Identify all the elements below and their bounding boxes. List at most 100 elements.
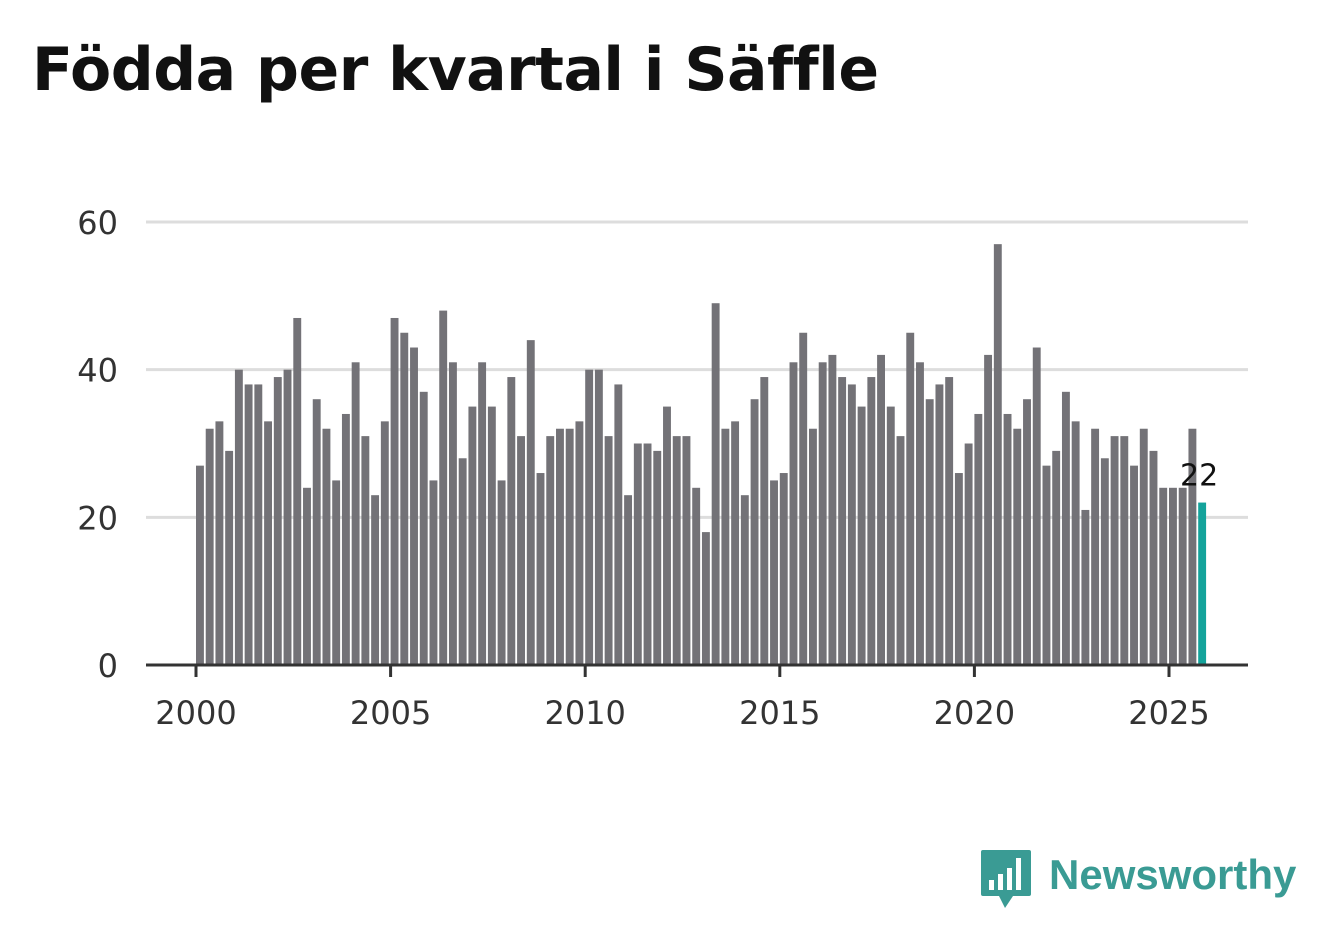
bar (303, 487, 311, 665)
bar (361, 436, 370, 665)
bar (731, 421, 740, 665)
bar (867, 377, 876, 665)
x-tick-label: 2000 (155, 694, 236, 732)
y-tick-label: 40 (77, 352, 118, 390)
bar (896, 436, 905, 665)
bar (556, 428, 564, 665)
bar (371, 495, 380, 665)
bar (1149, 450, 1158, 665)
bar (993, 244, 1002, 665)
bar (575, 421, 584, 665)
bar (497, 480, 506, 665)
chart-title: Födda per kvartal i Säffle (32, 35, 879, 105)
bar (653, 450, 662, 665)
bar (906, 332, 915, 665)
bar (701, 532, 710, 665)
x-tick-label: 2010 (544, 694, 625, 732)
bar (225, 450, 234, 665)
bar (945, 377, 954, 665)
bar (682, 436, 691, 665)
bar (517, 436, 525, 665)
bar (1188, 428, 1197, 665)
bar (458, 458, 467, 665)
bar (974, 413, 983, 665)
bar (663, 406, 671, 665)
bar (1169, 487, 1177, 665)
bar (614, 384, 623, 665)
bar (770, 480, 778, 665)
bar (916, 362, 924, 665)
bar (1061, 391, 1070, 665)
bar (546, 436, 555, 665)
bar (205, 428, 214, 665)
bar (468, 406, 477, 665)
bar (410, 347, 418, 665)
bar (857, 406, 866, 665)
bar (760, 377, 769, 665)
bar (439, 310, 448, 665)
bar-chart: 0 20 40 60 2000 2005 2010 2015 2020 2025 22 (77, 204, 1248, 732)
bar (808, 428, 817, 665)
bar (1178, 487, 1187, 665)
x-tick-label: 2015 (739, 694, 820, 732)
bar (244, 384, 253, 665)
bar (254, 384, 263, 665)
bar (1100, 458, 1109, 665)
gridlines (146, 220, 1248, 519)
brand-name: Newsworthy (1049, 851, 1297, 898)
bar (293, 317, 302, 665)
bar (264, 421, 273, 665)
bar (711, 303, 720, 665)
bar (429, 480, 438, 665)
bar (750, 399, 759, 665)
bar (954, 473, 963, 665)
bar (1003, 413, 1012, 665)
bar (234, 369, 243, 665)
bar (877, 354, 885, 665)
bar (565, 428, 574, 665)
newsworthy-logo: Newsworthy (981, 850, 1301, 912)
y-tick-label: 60 (77, 204, 118, 242)
bar (487, 406, 496, 665)
bar (692, 487, 701, 665)
bar (740, 495, 749, 665)
bar (196, 465, 204, 665)
bar (925, 399, 934, 665)
bar (1071, 421, 1080, 665)
bar (594, 369, 603, 665)
y-tick-label: 20 (77, 499, 118, 537)
x-tick-label: 2005 (350, 694, 431, 732)
newsworthy-logo-icon (981, 850, 1031, 908)
bar (419, 391, 428, 665)
bar (1130, 465, 1138, 665)
bar (448, 362, 457, 665)
bar (1159, 487, 1168, 665)
y-axis-ticks: 0 20 40 60 (77, 204, 118, 685)
bar (1110, 436, 1119, 665)
bar (1091, 428, 1100, 665)
bar (507, 377, 516, 665)
bar (380, 421, 389, 665)
bar (1023, 399, 1031, 665)
highlight-bar (1198, 502, 1207, 665)
bar (585, 369, 594, 665)
highlight-value-label: 22 (1180, 459, 1218, 494)
bar (818, 362, 827, 665)
bar (341, 413, 350, 665)
bar (351, 362, 360, 665)
bar (672, 436, 681, 665)
bar (478, 362, 487, 665)
bar (215, 421, 224, 665)
bar (604, 436, 613, 665)
x-axis: 2000 2005 2010 2015 2020 2025 (146, 663, 1248, 732)
bar (273, 377, 282, 665)
bar (1032, 347, 1041, 665)
bar (828, 354, 837, 665)
bar (1139, 428, 1148, 665)
bar (964, 443, 973, 665)
bar (633, 443, 642, 665)
bar (322, 428, 331, 665)
bar (526, 340, 535, 665)
bar (789, 362, 798, 665)
bar (624, 495, 633, 665)
